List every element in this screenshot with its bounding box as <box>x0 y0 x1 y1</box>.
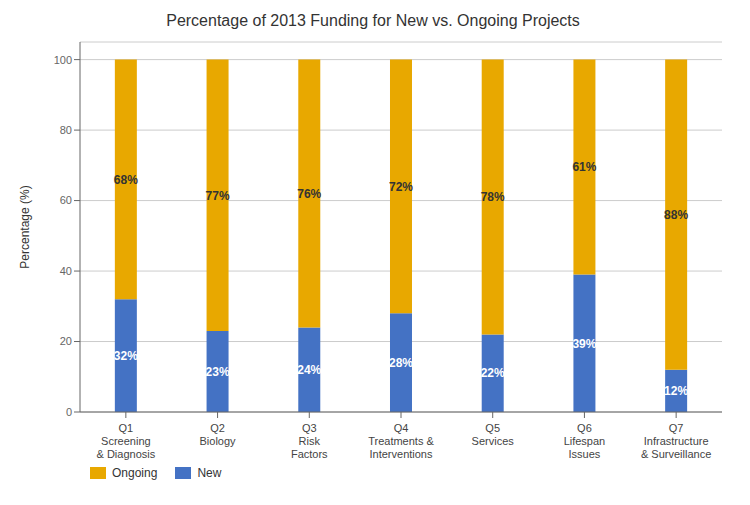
svg-text:88%: 88% <box>664 208 688 222</box>
svg-text:12%: 12% <box>664 384 688 398</box>
svg-text:77%: 77% <box>206 189 230 203</box>
svg-text:Q3RiskFactors: Q3RiskFactors <box>291 422 328 460</box>
svg-text:28%: 28% <box>389 356 413 370</box>
svg-text:Q7Infrastructure& Surveillance: Q7Infrastructure& Surveillance <box>641 422 711 460</box>
svg-text:Q5Services: Q5Services <box>472 422 515 447</box>
svg-text:Q1Screening& Diagnosis: Q1Screening& Diagnosis <box>97 422 156 460</box>
svg-text:72%: 72% <box>389 180 413 194</box>
svg-text:Q4Treatments &Interventions: Q4Treatments &Interventions <box>368 422 434 460</box>
html-text:Percentage of 2013 Funding for: Percentage of 2013 Funding for New vs. O… <box>166 12 580 29</box>
svg-text:0: 0 <box>66 406 72 418</box>
svg-text:23%: 23% <box>206 365 230 379</box>
svg-text:Percentage (%): Percentage (%) <box>18 185 32 268</box>
svg-text:68%: 68% <box>114 173 138 187</box>
svg-text:80: 80 <box>60 124 72 136</box>
svg-text:39%: 39% <box>572 337 596 351</box>
svg-text:76%: 76% <box>297 187 321 201</box>
svg-text:100: 100 <box>54 54 72 66</box>
svg-text:20: 20 <box>60 335 72 347</box>
svg-text:60: 60 <box>60 194 72 206</box>
svg-text:32%: 32% <box>114 349 138 363</box>
svg-text:Q2Biology: Q2Biology <box>200 422 237 447</box>
svg-text:40: 40 <box>60 265 72 277</box>
svg-text:61%: 61% <box>572 160 596 174</box>
svg-text:24%: 24% <box>297 363 321 377</box>
svg-text:78%: 78% <box>481 190 505 204</box>
svg-text:22%: 22% <box>481 366 505 380</box>
html-text:Ongoing: Ongoing <box>112 466 158 480</box>
html-text:New: New <box>197 466 222 480</box>
svg-text:Q6LifespanIssues: Q6LifespanIssues <box>564 422 606 460</box>
